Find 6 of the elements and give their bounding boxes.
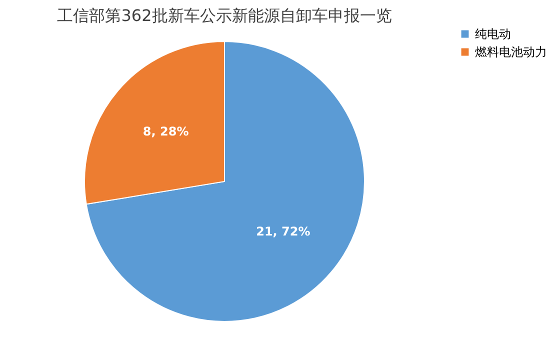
data-label: 21, 72% <box>256 224 310 238</box>
chart-title: 工信部第362批新车公示新能源自卸车申报一览 <box>57 6 392 25</box>
legend-label: 燃料电池动力 <box>475 45 547 59</box>
pie-slice <box>86 41 365 322</box>
data-label: 8, 28% <box>142 124 189 139</box>
legend-label: 纯电动 <box>475 27 511 41</box>
